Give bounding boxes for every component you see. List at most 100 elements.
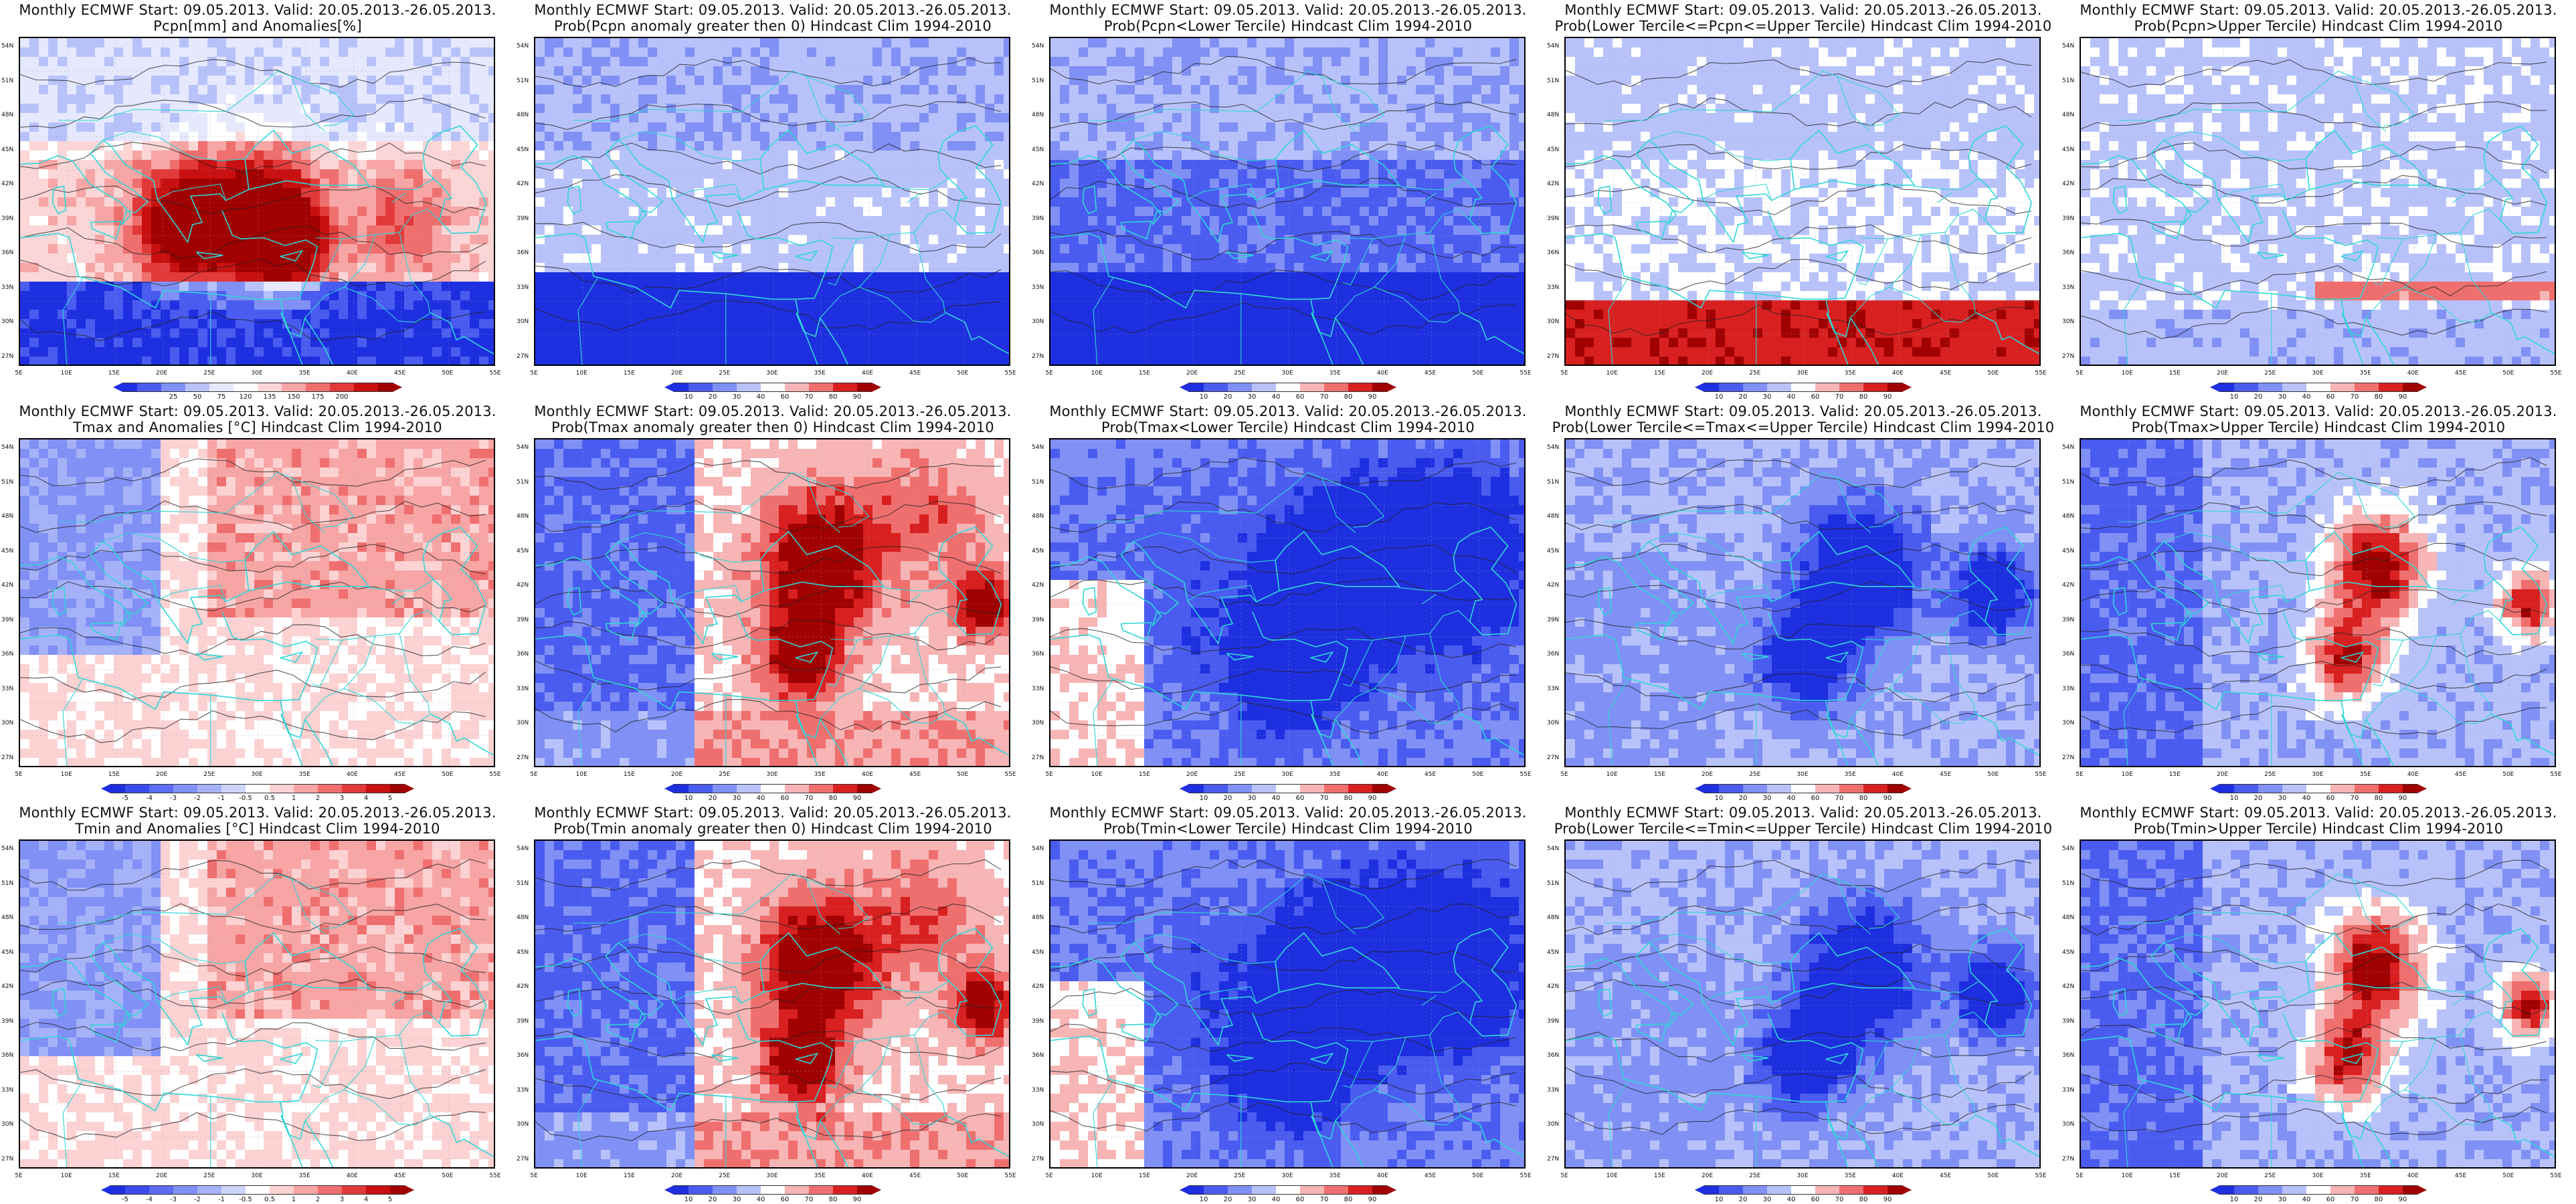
longitude-tick-label: 30E xyxy=(1281,370,1293,377)
panel-subtitle: Prob(Tmax>Upper Tercile) Hindcast Clim 1… xyxy=(2061,419,2576,435)
longitude-tick-label: 35E xyxy=(299,370,310,377)
latitude-tick-label: 36N xyxy=(1547,1052,1559,1059)
latitude-tick-label: 51N xyxy=(1032,78,1044,84)
longitude-tick-label: 50E xyxy=(1472,771,1483,778)
latitude-tick-label: 27N xyxy=(1547,1156,1559,1163)
latitude-tick-label: 45N xyxy=(2062,146,2074,153)
colorbar-tick-label: 90 xyxy=(1883,1196,1892,1203)
colorbar-tick-label: 200 xyxy=(335,393,348,401)
colorbar-tick-label: 10 xyxy=(1715,393,1724,401)
colorbar-swatch xyxy=(1372,1185,1396,1195)
latitude-tick-label: 51N xyxy=(1032,880,1044,887)
longitude-tick-label: 30E xyxy=(251,1173,262,1179)
panel-subtitle: Prob(Lower Tercile<=Tmin<=Upper Tercile)… xyxy=(1546,821,2061,837)
longitude-tick-label: 55E xyxy=(2035,771,2046,778)
map-panel: Monthly ECMWF Start: 09.05.2013. Valid: … xyxy=(1030,401,1546,803)
colorbar-swatch xyxy=(258,383,282,392)
latitude-tick-label: 36N xyxy=(1547,249,1559,256)
latitude-tick-label: 30N xyxy=(517,318,529,325)
latitude-tick-label: 33N xyxy=(1547,686,1559,692)
latitude-tick-label: 54N xyxy=(2062,845,2074,852)
colorbar-tick-label: 30 xyxy=(1248,1196,1257,1203)
colorbar-tick-label: -5 xyxy=(122,1196,128,1203)
colorbar-swatch xyxy=(2355,1185,2379,1195)
latitude-tick-label: 39N xyxy=(1,617,13,623)
longitude-tick-label: 50E xyxy=(1987,771,1999,778)
colorbar-tick-label: 60 xyxy=(2326,795,2335,802)
colorbar-swatch xyxy=(713,1185,737,1195)
longitude-tick-label: 55E xyxy=(1004,370,1016,377)
colorbar-swatch xyxy=(737,1185,761,1195)
longitude-tick-label: 15E xyxy=(624,1173,635,1179)
colorbar-tick-label: 80 xyxy=(829,795,838,802)
longitude-tick-label: 25E xyxy=(203,771,215,778)
colorbar-swatch xyxy=(809,1185,833,1195)
colorbar-tick-label: 20 xyxy=(1224,393,1232,401)
latitude-tick-label: 33N xyxy=(517,686,529,692)
colorbar-tick-label: 80 xyxy=(2375,795,2383,802)
latitude-tick-label: 48N xyxy=(1,513,13,520)
colorbar-swatch xyxy=(101,784,125,793)
latitude-tick-label: 30N xyxy=(1547,720,1559,726)
colorbar-swatch xyxy=(1204,784,1228,793)
map-panel: Monthly ECMWF Start: 09.05.2013. Valid: … xyxy=(2061,0,2576,401)
latitude-tick-label: 33N xyxy=(1547,284,1559,291)
latitude-tick-label: 45N xyxy=(1547,548,1559,555)
longitude-tick-label: 10E xyxy=(61,771,72,778)
colorbar-tick-label: -1 xyxy=(218,1196,225,1203)
latitude-tick-label: 36N xyxy=(2062,249,2074,256)
colorbar-tick-label: 40 xyxy=(757,393,765,401)
latitude-tick-label: 51N xyxy=(1547,880,1559,887)
colorbar-swatch xyxy=(2306,383,2330,392)
colorbar-swatch xyxy=(761,1185,785,1195)
longitude-tick-label: 5E xyxy=(15,370,22,377)
colorbar-legend: 10 20 30 40 60 70 80 90 xyxy=(664,1185,881,1203)
colorbar-tick-label: 60 xyxy=(1296,393,1305,401)
colorbar-tick-label: 0.5 xyxy=(264,1196,275,1203)
longitude-tick-label: 15E xyxy=(1139,771,1150,778)
colorbar-swatch xyxy=(1300,784,1324,793)
colorbar-tick-label: 80 xyxy=(1859,1196,1868,1203)
colorbar-swatch xyxy=(2258,383,2282,392)
colorbar-tick-label: 60 xyxy=(1811,795,1820,802)
latitude-tick-label: 51N xyxy=(1032,479,1044,486)
colorbar-swatch xyxy=(1767,383,1791,392)
colorbar-swatch xyxy=(664,383,688,392)
map-panel: Monthly ECMWF Start: 09.05.2013. Valid: … xyxy=(0,0,515,401)
colorbar-tick-label: 10 xyxy=(1715,795,1724,802)
latitude-tick-label: 54N xyxy=(1032,845,1044,852)
map-panel: Monthly ECMWF Start: 09.05.2013. Valid: … xyxy=(1546,0,2061,401)
colorbar-tick-label: 20 xyxy=(709,1196,717,1203)
colorbar-tick-label: 40 xyxy=(1272,393,1281,401)
longitude-tick-label: 10E xyxy=(576,1173,587,1179)
longitude-tick-label: 30E xyxy=(1281,771,1293,778)
longitude-tick-label: 40E xyxy=(1892,771,1904,778)
longitude-tick-label: 30E xyxy=(766,771,777,778)
colorbar-swatch xyxy=(713,784,737,793)
longitude-tick-label: 55E xyxy=(2550,1173,2561,1179)
colorbar-swatch xyxy=(1180,1185,1204,1195)
latitude-tick-label: 27N xyxy=(1,755,13,761)
latitude-tick-label: 48N xyxy=(1547,914,1559,921)
longitude-tick-label: 15E xyxy=(1139,1173,1150,1179)
colorbar-swatch xyxy=(1719,784,1743,793)
longitude-tick-label: 5E xyxy=(15,1173,22,1179)
latitude-tick-label: 39N xyxy=(2062,1018,2074,1025)
colorbar-tick-label: -5 xyxy=(122,795,128,802)
longitude-tick-label: 5E xyxy=(2076,1173,2083,1179)
longitude-tick-label: 20E xyxy=(671,370,682,377)
colorbar-swatch xyxy=(2306,784,2330,793)
latitude-tick-label: 45N xyxy=(517,548,529,555)
latitude-tick-label: 42N xyxy=(1547,983,1559,990)
colorbar-swatch xyxy=(366,784,390,793)
colorbar-swatch xyxy=(1228,784,1252,793)
latitude-tick-label: 54N xyxy=(517,845,529,852)
colorbar-swatch xyxy=(149,784,173,793)
colorbar-swatch xyxy=(113,383,137,392)
latitude-tick-label: 45N xyxy=(1547,146,1559,153)
latitude-tick-label: 39N xyxy=(517,617,529,623)
longitude-tick-label: 55E xyxy=(1520,1173,1531,1179)
longitude-tick-label: 25E xyxy=(203,370,215,377)
colorbar-tick-label: 40 xyxy=(1787,795,1796,802)
map-plot-area xyxy=(2080,438,2556,767)
